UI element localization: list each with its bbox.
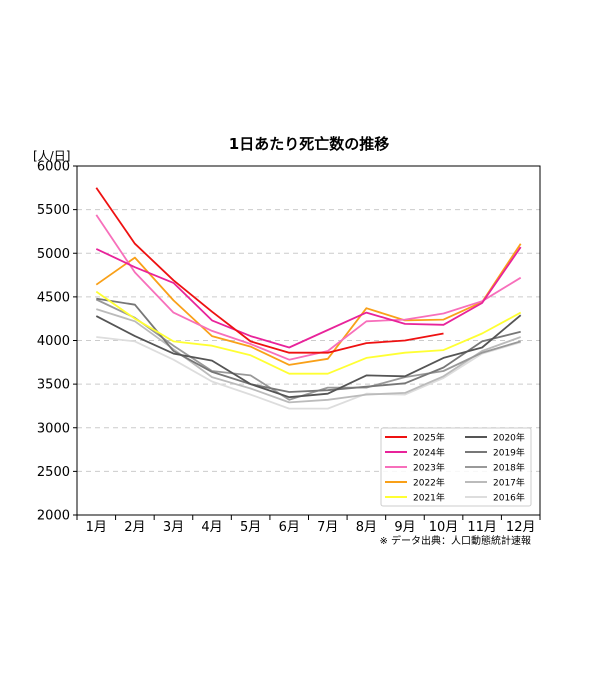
legend-label: 2022年: [413, 477, 445, 489]
series-line-2020年: [95, 314, 522, 399]
legend-label: 2019年: [493, 447, 525, 459]
x-tick-label: 2月: [124, 520, 145, 535]
x-tick-label: 7月: [317, 520, 338, 535]
x-tick-label: 1月: [86, 520, 107, 535]
legend-label: 2018年: [493, 462, 525, 474]
x-tick-label: 8月: [356, 520, 377, 535]
series-line-2016年: [96, 336, 521, 410]
legend-box: [380, 427, 532, 507]
x-tick-label: 5月: [240, 520, 261, 535]
x-tick-label: 4月: [201, 520, 222, 535]
legend-label: 2023年: [413, 462, 445, 474]
source-note: ※ データ出典：人口動態統計速報: [379, 534, 531, 547]
legend-label: 2024年: [413, 447, 445, 459]
series-line-2025年: [95, 187, 444, 354]
x-tick-label: 11月: [467, 520, 497, 535]
y-axis-ticks: 2000 2500 3000 3500 4000 4500 5000 5500 6000: [37, 160, 77, 524]
legend-label: 2020年: [493, 432, 525, 444]
x-tick-label: 10月: [429, 520, 459, 535]
y-tick-label: 2500: [37, 465, 70, 480]
series-line-2018年: [95, 298, 521, 401]
legend-label: 2016年: [493, 492, 525, 504]
x-tick-label: 9月: [394, 520, 415, 535]
series-line-2022年: [95, 243, 522, 366]
y-tick-label: 2000: [37, 509, 70, 524]
y-tick-label: 5500: [37, 203, 70, 218]
series-lines: [95, 187, 522, 410]
series-line-2019年: [96, 297, 521, 393]
legend-label: 2025年: [413, 432, 445, 444]
x-axis-ticks: 1月 2月 3月 4月 5月 6月 7月 8月 9月 10月 11月 12月: [76, 515, 541, 535]
x-tick-label: 3月: [163, 520, 184, 535]
y-tick-label: 4000: [37, 334, 70, 349]
legend: 2025年 2024年 2023年 2022年 2021年 2020年 2019年 2018年…: [380, 427, 532, 507]
chart-title: 1日あたり死亡数の推移: [229, 135, 389, 153]
y-tick-label: 4500: [37, 290, 70, 305]
y-tick-label: 6000: [37, 160, 70, 175]
series-line-2023年: [95, 214, 522, 361]
y-tick-label: 5000: [37, 247, 70, 262]
y-tick-label: 3500: [37, 378, 70, 393]
legend-label: 2017年: [493, 477, 525, 489]
series-line-2021年: [95, 290, 522, 375]
legend-label: 2021年: [413, 492, 445, 504]
x-tick-label: 6月: [279, 520, 300, 535]
y-axis-unit-label: [人/日]: [33, 149, 70, 163]
series-line-2024年: [95, 246, 522, 349]
y-tick-label: 3000: [37, 421, 70, 436]
x-tick-label: 12月: [506, 520, 536, 535]
